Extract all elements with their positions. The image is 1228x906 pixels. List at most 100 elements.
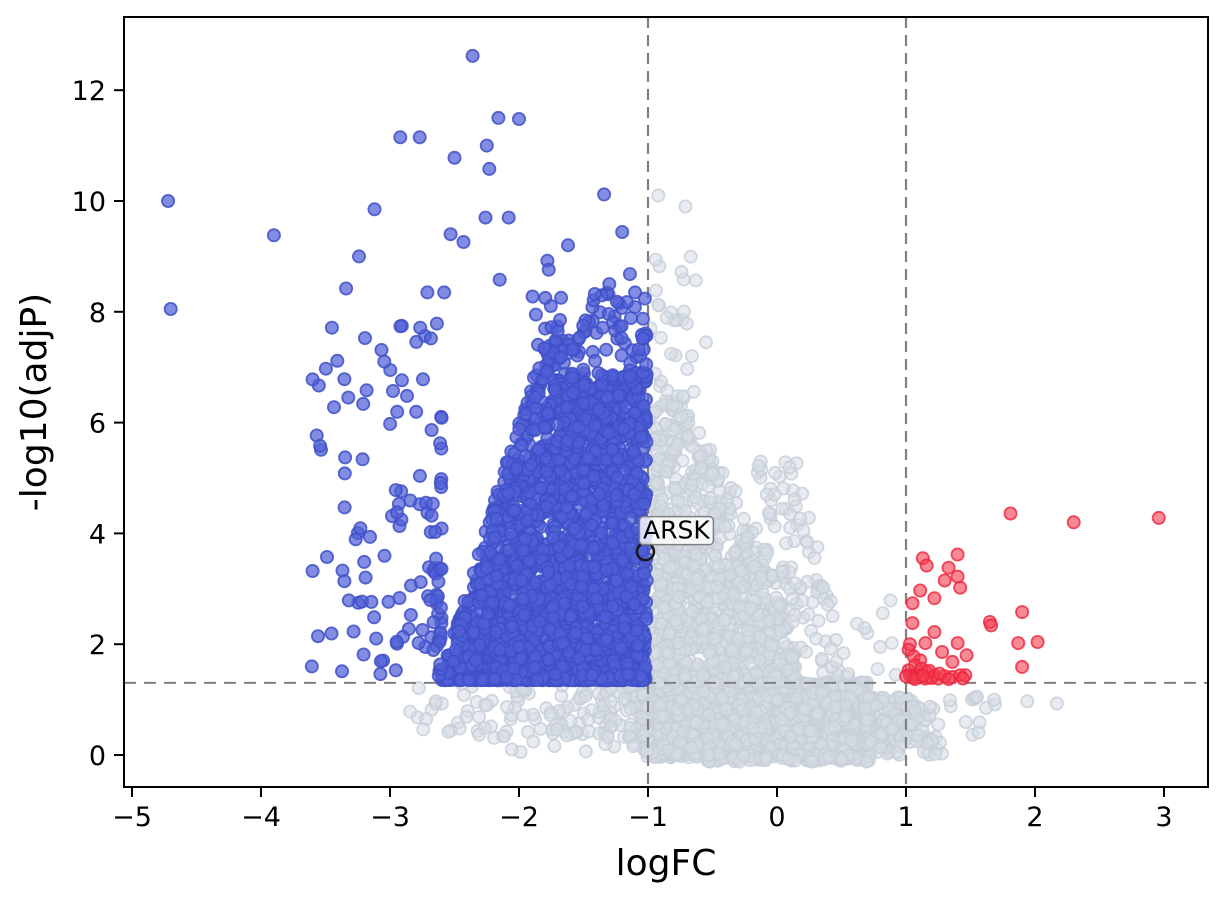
data-point (728, 484, 743, 499)
data-point (816, 580, 831, 595)
data-point (684, 477, 699, 492)
data-point (705, 466, 720, 481)
data-point (1049, 696, 1064, 711)
data-point (857, 701, 872, 716)
data-point (692, 425, 707, 440)
data-point (651, 188, 666, 203)
data-point (746, 559, 761, 574)
data-point (479, 698, 494, 713)
data-point (820, 597, 835, 612)
data-point (736, 511, 751, 526)
data-point (827, 720, 842, 735)
data-point (686, 384, 701, 399)
data-point (823, 641, 838, 656)
data-point (674, 264, 689, 279)
data-point (752, 652, 767, 667)
data-point (759, 487, 774, 502)
data-point (884, 636, 899, 651)
data-point (653, 330, 668, 345)
data-point (863, 734, 878, 749)
data-point (547, 739, 562, 754)
series-downregulated (161, 48, 654, 688)
data-point (668, 613, 683, 628)
data-point (740, 530, 755, 545)
data-point (689, 571, 704, 586)
data-point (761, 505, 776, 520)
data-point (702, 646, 717, 661)
data-point (683, 249, 698, 264)
data-point (662, 560, 677, 575)
data-point (787, 492, 802, 507)
data-point (857, 621, 872, 636)
data-point (670, 437, 685, 452)
data-point (958, 715, 973, 730)
data-point (821, 750, 836, 765)
data-point (844, 733, 859, 748)
data-point (787, 607, 802, 622)
data-point (543, 708, 558, 723)
data-point (793, 511, 808, 526)
data-point (736, 579, 751, 594)
data-point (970, 689, 985, 704)
data-point (987, 692, 1002, 707)
data-point (754, 570, 769, 585)
data-point (689, 715, 704, 730)
data-point (736, 748, 751, 763)
data-point (700, 595, 715, 610)
data-point (783, 520, 798, 535)
data-point (680, 361, 695, 376)
data-point (841, 667, 856, 682)
data-point (684, 349, 699, 364)
data-point (459, 709, 474, 724)
data-point (870, 662, 885, 677)
data-point (661, 646, 676, 661)
data-point (711, 559, 726, 574)
data-point (603, 694, 618, 709)
data-point (664, 346, 679, 361)
data-point (688, 547, 703, 562)
data-point (796, 523, 811, 538)
data-point (825, 609, 840, 624)
data-point (777, 636, 792, 651)
data-point (649, 475, 664, 490)
data-point (656, 709, 671, 724)
data-point (838, 709, 853, 724)
data-point (472, 727, 487, 742)
data-point (497, 729, 512, 744)
data-point (713, 531, 728, 546)
data-point (904, 717, 919, 732)
data-point (814, 652, 829, 667)
data-point (788, 576, 803, 591)
data-point (779, 536, 794, 551)
data-point (668, 482, 683, 497)
data-point (760, 546, 775, 561)
data-point (715, 690, 730, 705)
data-point (526, 707, 541, 722)
data-point (775, 501, 790, 516)
data-point (456, 688, 471, 703)
data-point (799, 644, 814, 659)
data-point (688, 490, 703, 505)
data-point (659, 464, 674, 479)
data-point (910, 728, 925, 743)
data-point (635, 687, 650, 702)
data-point (782, 460, 797, 475)
data-point (499, 700, 514, 715)
data-point (834, 751, 849, 766)
data-point (770, 692, 785, 707)
data-point (651, 297, 666, 312)
data-point (672, 589, 687, 604)
data-point (600, 729, 615, 744)
data-point (931, 717, 946, 732)
data-point (860, 713, 875, 728)
data-point (828, 700, 843, 715)
data-point (785, 591, 800, 606)
data-point (696, 668, 711, 683)
data-point (971, 725, 986, 740)
data-point (581, 724, 596, 739)
data-point (701, 747, 716, 762)
data-point (829, 654, 844, 669)
data-point (659, 310, 674, 325)
data-point (805, 754, 820, 769)
